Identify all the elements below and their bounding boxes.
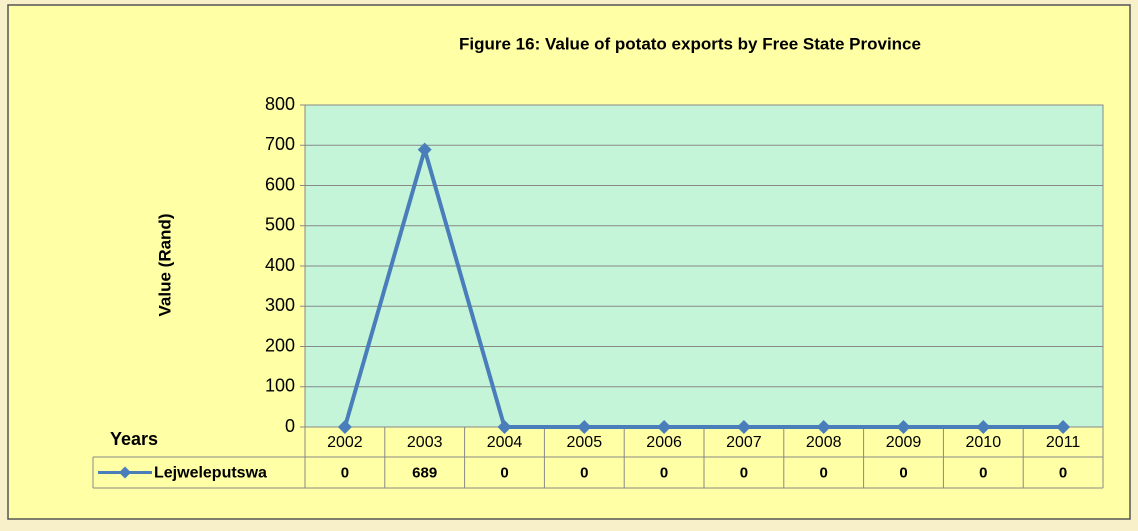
x-tick-label: 2010: [966, 434, 1002, 451]
y-tick-label: 300: [265, 295, 295, 315]
y-tick-label: 0: [285, 416, 295, 436]
point-marker: [816, 420, 831, 434]
table-value: 0: [899, 464, 907, 481]
y-tick-label: 800: [265, 94, 295, 114]
x-tick-label: 2005: [567, 434, 603, 451]
series-line: [342, 147, 1064, 429]
point-marker: [896, 420, 911, 434]
x-tick-label: 2008: [806, 434, 842, 451]
table-value: 0: [500, 464, 508, 481]
x-tick-label: 2007: [726, 434, 762, 451]
table-value: 0: [660, 464, 668, 481]
y-tick-label: 100: [265, 376, 295, 396]
point-marker: [497, 420, 512, 434]
legend-label: Lejweleputswa: [154, 465, 267, 482]
y-tick-label: 400: [265, 255, 295, 275]
x-tick-label: 2004: [487, 434, 523, 451]
legend-marker: [119, 466, 131, 479]
x-tick-label: 2002: [327, 434, 363, 451]
table-value: 689: [412, 464, 437, 481]
x-tick-label: 2003: [407, 434, 443, 451]
y-tick-label: 600: [265, 174, 295, 194]
point-marker: [976, 420, 991, 434]
y-tick-label: 500: [265, 215, 295, 235]
x-tick-label: 2006: [646, 434, 682, 451]
y-axis-title: Value (Rand): [155, 214, 174, 317]
y-tick-label: 700: [265, 134, 295, 154]
point-marker: [337, 420, 352, 434]
point-marker: [736, 420, 751, 434]
x-axis-title: Years: [110, 429, 158, 449]
table-value: 0: [979, 464, 987, 481]
point-marker: [417, 142, 432, 157]
table-value: 0: [1059, 464, 1067, 481]
table-value: 0: [580, 464, 588, 481]
x-tick-label: 2009: [886, 434, 922, 451]
x-tick-label: 2011: [1046, 434, 1081, 451]
chart-title: Figure 16: Value of potato exports by Fr…: [459, 34, 921, 53]
point-marker: [657, 420, 672, 434]
table-value: 0: [740, 464, 748, 481]
point-marker: [1056, 420, 1071, 434]
table-value: 0: [341, 464, 349, 481]
table-value: 0: [820, 464, 828, 481]
y-tick-label: 200: [265, 335, 295, 355]
point-marker: [577, 420, 592, 434]
